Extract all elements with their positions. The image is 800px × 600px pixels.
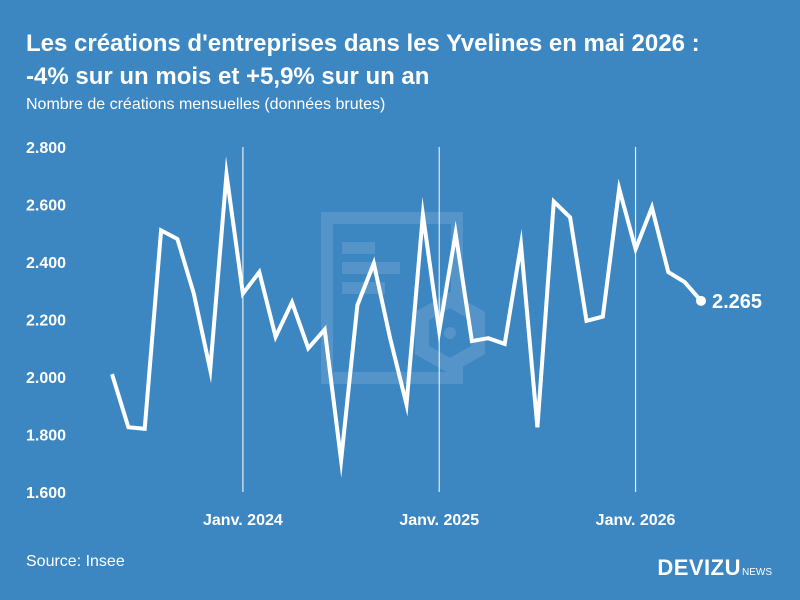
y-tick-label: 2.600 [26, 198, 66, 215]
x-tick-label: Janv. 2026 [596, 512, 676, 529]
y-tick-label: 2.200 [26, 313, 66, 330]
brand-name: DEVIZU [657, 555, 741, 580]
brand-suffix: NEWS [742, 567, 772, 578]
brand-logo: DEVIZUNEWS [657, 555, 772, 581]
series-layer: 2.265 [110, 156, 762, 478]
y-axis-ticks: 1.600 1.800 2.000 2.200 2.400 2.600 2.800 [26, 140, 66, 502]
chart-title: Les créations d'entreprises dans les Yve… [26, 27, 786, 93]
series-line [110, 156, 703, 478]
y-tick-label: 2.000 [26, 370, 66, 387]
chart-subtitle: Nombre de créations mensuelles (données … [26, 96, 386, 113]
y-tick-label: 1.800 [26, 428, 66, 445]
x-tick-label: Janv. 2024 [203, 512, 283, 529]
last-point-marker [696, 295, 706, 306]
x-axis-ticks: Janv. 2024 Janv. 2025 Janv. 2026 [203, 512, 676, 529]
title-line-1: Les créations d'entreprises dans les Yve… [26, 30, 700, 57]
source-note: Source: Insee [26, 553, 125, 570]
y-tick-label: 2.800 [26, 140, 66, 157]
y-tick-label: 1.600 [26, 485, 66, 502]
last-value-label: 2.265 [712, 291, 762, 313]
y-tick-label: 2.400 [26, 255, 66, 272]
x-tick-label: Janv. 2025 [399, 512, 479, 529]
title-line-2: -4% sur un mois et +5,9% sur un an [26, 63, 430, 90]
